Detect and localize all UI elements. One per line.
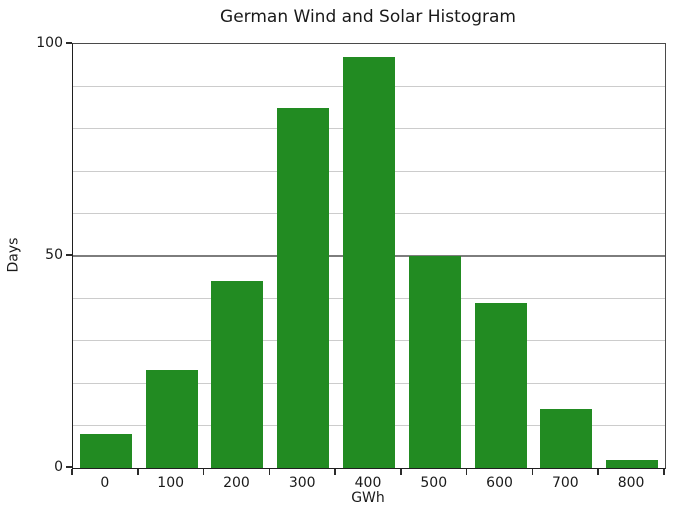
histogram-bar xyxy=(606,459,659,468)
plot-area xyxy=(72,43,666,469)
histogram-bar xyxy=(540,408,593,468)
x-axis-tick xyxy=(202,469,205,475)
y-tick-label: 50 xyxy=(45,247,63,263)
x-tick-label: 300 xyxy=(288,475,316,491)
x-axis-tick xyxy=(268,469,271,475)
y-tick-label: 100 xyxy=(36,35,63,51)
histogram-bar xyxy=(277,107,330,468)
x-axis-tick xyxy=(531,469,534,475)
chart-title: German Wind and Solar Histogram xyxy=(220,7,516,27)
x-axis-tick xyxy=(465,469,468,475)
x-axis-label: GWh xyxy=(351,490,385,506)
x-axis-tick xyxy=(334,469,336,475)
histogram-bar xyxy=(343,56,395,468)
histogram-bar xyxy=(408,256,461,468)
x-tick-label: 700 xyxy=(551,475,579,491)
histogram-bar xyxy=(211,281,264,468)
y-tick-label: 0 xyxy=(54,459,63,475)
x-tick-label: 400 xyxy=(354,475,382,491)
x-axis-tick xyxy=(400,469,402,475)
x-axis-tick xyxy=(597,469,599,475)
y-axis-tick xyxy=(66,42,72,44)
x-tick-label: 100 xyxy=(157,475,185,491)
histogram-bar xyxy=(79,434,132,468)
histogram-bar xyxy=(474,302,527,468)
y-axis-tick xyxy=(66,254,72,256)
histogram-bar xyxy=(145,370,198,468)
x-tick-label: 600 xyxy=(486,475,513,491)
x-tick-label: 200 xyxy=(223,475,250,491)
x-tick-label: 500 xyxy=(420,475,448,491)
x-tick-label: 800 xyxy=(617,475,645,491)
y-axis-tick xyxy=(66,466,72,468)
x-axis-tick xyxy=(71,469,73,475)
x-axis-tick xyxy=(137,469,139,475)
x-axis-tick xyxy=(663,469,665,475)
x-tick-label: 0 xyxy=(100,475,110,491)
